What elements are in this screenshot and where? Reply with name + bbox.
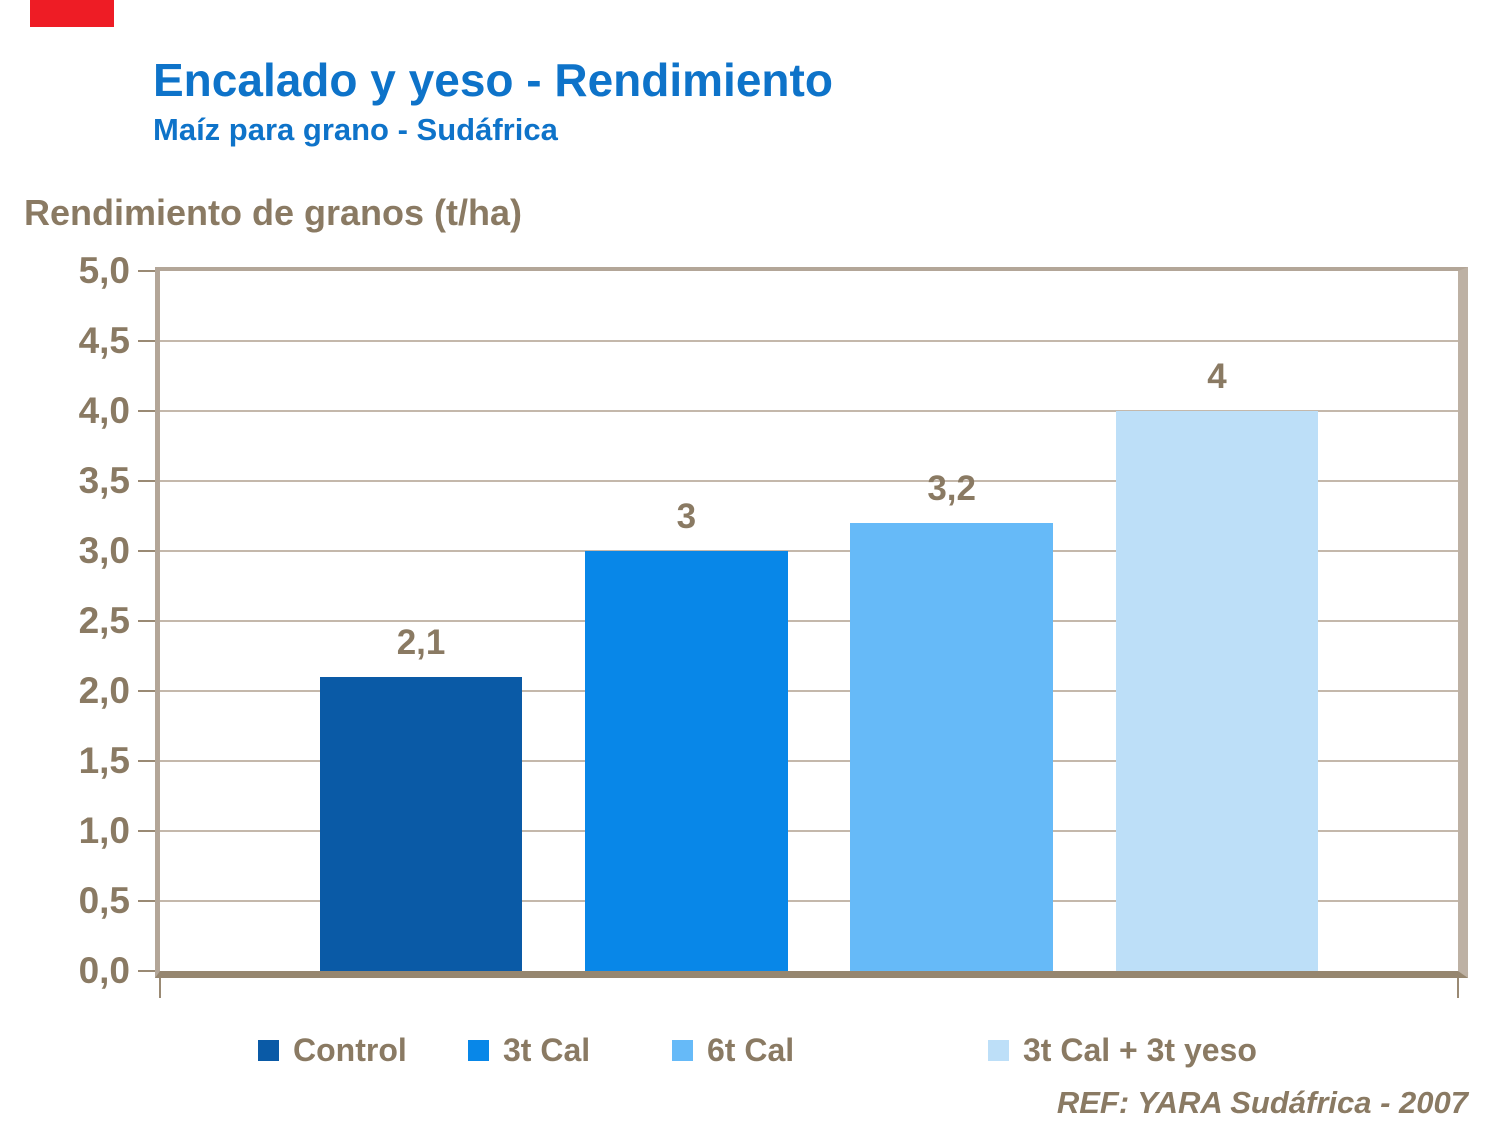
bar-value-label: 2,1: [396, 623, 446, 662]
gridline: [160, 620, 1458, 622]
bar-value-label: 4: [1207, 357, 1227, 396]
bar-value-label: 3,2: [927, 469, 976, 508]
gridline: [160, 480, 1458, 482]
legend-item-6t-cal: 6t Cal: [672, 1028, 794, 1072]
bar-3t-cal: [584, 551, 788, 971]
gridline: [160, 690, 1458, 692]
legend-item-3t-cal-3t-yeso: 3t Cal + 3t yeso: [988, 1028, 1257, 1072]
legend-swatch: [988, 1039, 1009, 1061]
y-axis-tick: [138, 270, 155, 272]
y-tick-label: 4,5: [78, 320, 130, 361]
gridline: [160, 410, 1458, 412]
y-tick-label: 3,5: [78, 460, 130, 501]
legend-item-control: Control: [258, 1028, 407, 1072]
y-axis-tick: [138, 760, 155, 762]
page-title: Encalado y yeso - Rendimiento: [153, 54, 833, 106]
y-tick-label: 2,0: [78, 670, 130, 711]
y-tick-label: 1,5: [78, 740, 130, 781]
y-axis-tick: [138, 620, 155, 622]
legend-label: 6t Cal: [707, 1032, 795, 1068]
y-tick-label: 1,0: [78, 810, 130, 851]
y-axis-tick: [138, 480, 155, 482]
y-axis-tick: [138, 550, 155, 552]
y-tick-label: 2,5: [78, 600, 130, 641]
legend-label: 3t Cal + 3t yeso: [1023, 1032, 1257, 1068]
y-axis-tick: [138, 690, 155, 692]
legend-swatch: [672, 1039, 693, 1061]
gridline: [160, 340, 1458, 342]
gridline: [160, 830, 1458, 832]
y-tick-label: 4,0: [78, 390, 130, 431]
y-axis-title: Rendimiento de granos (t/ha): [24, 192, 523, 233]
legend-swatch: [468, 1039, 489, 1061]
y-axis-tick: [138, 830, 155, 832]
y-axis-tick: [138, 340, 155, 342]
gridline: [160, 760, 1458, 762]
legend-label: 3t Cal: [503, 1032, 591, 1068]
y-axis-tick: [138, 970, 155, 972]
x-axis-tick: [1457, 978, 1459, 998]
gridline: [160, 900, 1458, 902]
y-tick-label: 5,0: [78, 250, 130, 291]
y-axis-tick: [138, 410, 155, 412]
y-tick-label: 0,5: [78, 880, 130, 921]
bar-control: [319, 677, 523, 971]
accent-bar: [30, 0, 114, 27]
reference-note: REF: YARA Sudáfrica - 2007: [1056, 1085, 1468, 1120]
bar-6t-cal: [850, 523, 1053, 971]
legend-label: Control: [293, 1032, 407, 1068]
bar-3t-cal-3t-yeso: [1115, 411, 1319, 971]
legend-swatch: [258, 1039, 279, 1061]
y-tick-label: 3,0: [78, 530, 130, 571]
y-tick-label: 0,0: [78, 950, 130, 991]
x-axis-tick: [159, 978, 161, 998]
y-axis-tick: [138, 900, 155, 902]
page-subtitle: Maíz para grano - Sudáfrica: [153, 112, 558, 147]
plot-area: 5,0 4,5 4,0 3,5 3,0 2,5 2,0 1,5 1,0 0,5 0,0 2,1 3 3,2…: [79, 250, 1468, 998]
gridline: [160, 550, 1458, 552]
bar-value-label: 3: [676, 497, 697, 536]
legend-item-3t-cal: 3t Cal: [468, 1028, 590, 1072]
